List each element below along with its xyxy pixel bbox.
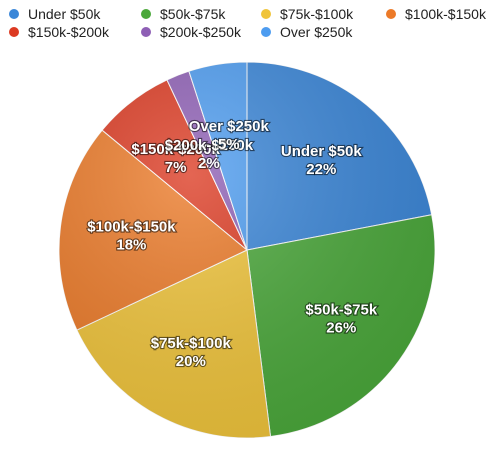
legend-swatch [386,9,396,19]
legend-swatch [141,27,151,37]
slice-category-label: $50k-$75k [305,302,377,319]
legend-item-under-50k: Under $50k [9,6,101,22]
legend-item-50k-75k: $50k-$75k [141,6,226,22]
legend-swatch [9,27,19,37]
slice-category-label: $75k-$100k [151,335,232,352]
legend-swatch [261,27,271,37]
legend-label: $50k-$75k [160,6,226,22]
slice-percent-label: 22% [306,161,336,178]
legend-swatch [9,9,19,19]
slice-category-label: Under $50k [281,143,363,160]
slice-category-label: $200k-$250k [165,137,254,154]
legend-item-200k-250k: $200k-$250k [141,24,242,40]
slice-percent-label: 20% [176,353,206,370]
legend-label: $75k-$100k [280,6,354,22]
legend-item-over-250k: Over $250k [261,24,353,40]
legend-item-75k-100k: $75k-$100k [261,6,354,22]
slice-percent-label: 2% [198,155,220,172]
legend-label: $100k-$150k [405,6,487,22]
legend-swatch [141,9,151,19]
legend-label: Under $50k [28,6,101,22]
legend: Under $50k $50k-$75k $75k-$100k $100k-$150k… [9,6,487,40]
slice-percent-label: 7% [165,159,187,176]
legend-label: Over $250k [280,24,353,40]
slice-percent-label: 18% [116,236,146,253]
legend-label: $150k-$200k [28,24,110,40]
legend-swatch [261,9,271,19]
slice-category-label: $150k-$200k [131,141,220,158]
slice-category-label: Over $250k [189,118,270,135]
slice-category-label: $100k-$150k [87,218,176,235]
legend-item-150k-200k: $150k-$200k [9,24,110,40]
slice-percent-label: 5% [218,136,240,153]
slice-percent-label: 26% [326,320,356,337]
legend-label: $200k-$250k [160,24,242,40]
legend-item-100k-150k: $100k-$150k [386,6,487,22]
